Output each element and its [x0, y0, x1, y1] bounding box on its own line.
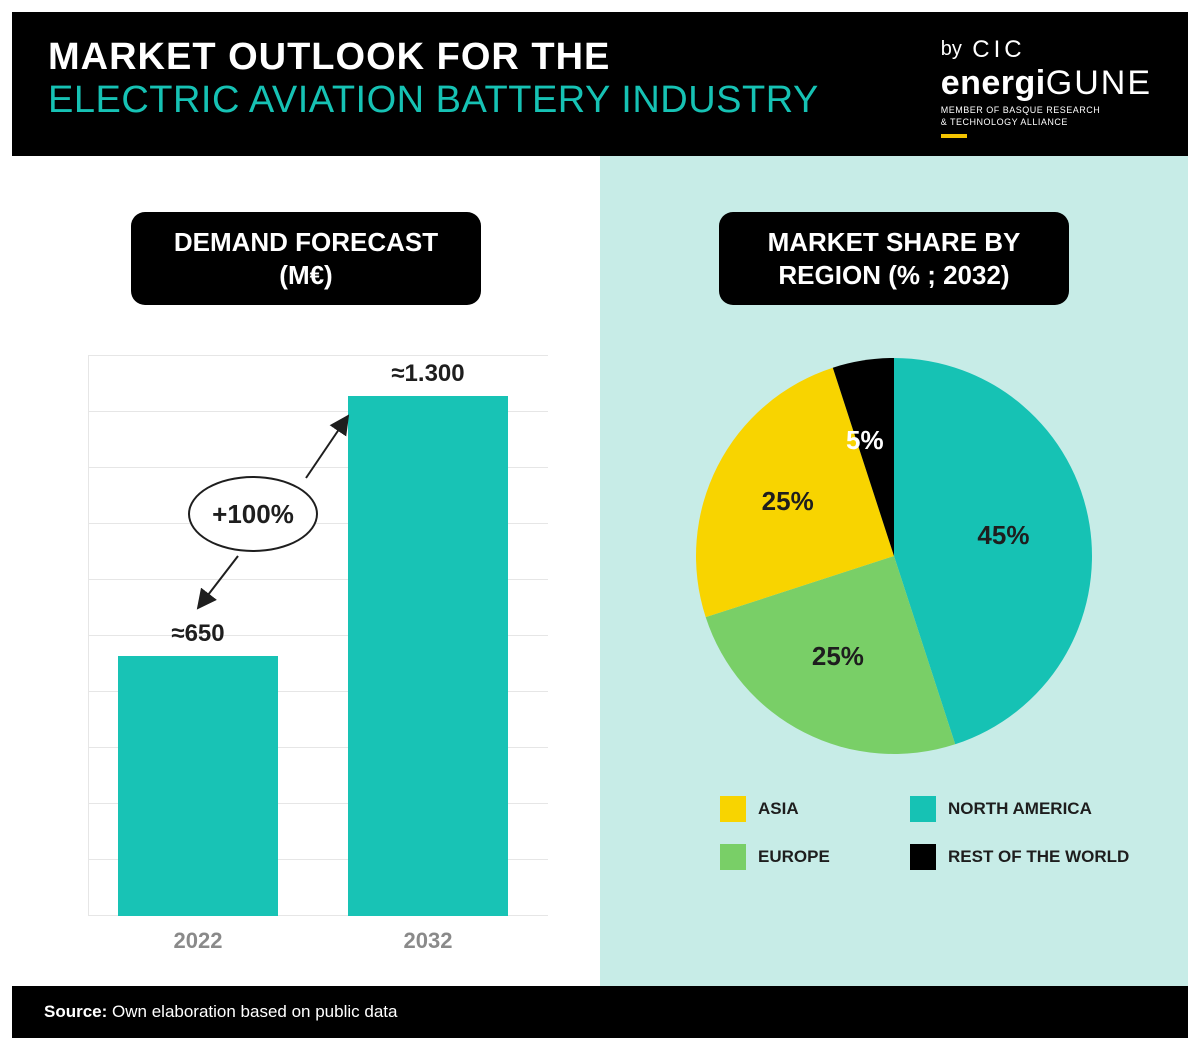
pie-svg: [694, 356, 1094, 756]
pie-label: 5%: [846, 425, 884, 456]
growth-arrows: [88, 356, 548, 916]
pie-label: 25%: [762, 486, 814, 517]
pie-label: 45%: [977, 520, 1029, 551]
brand-name-row: energiGUNE: [941, 64, 1152, 103]
footer: Source: Own elaboration based on public …: [12, 986, 1188, 1038]
bar-chart: ≈6502022≈1.3002032+100%: [88, 356, 548, 916]
legend-swatch: [910, 796, 936, 822]
market-share-panel: MARKET SHARE BY REGION (% ; 2032) 45% 25%…: [600, 156, 1188, 986]
infographic-frame: MARKET OUTLOOK FOR THE ELECTRIC AVIATION…: [12, 12, 1188, 1038]
brand-energi: energi: [941, 64, 1046, 102]
brand-cic: CIC: [972, 36, 1025, 64]
brand-underline: [941, 134, 967, 138]
pie-label: 25%: [812, 641, 864, 672]
brand-by: by: [941, 38, 962, 61]
legend: ASIA NORTH AMERICA EUROPE REST OF THE WORLD: [720, 796, 1140, 870]
x-axis-label: 2022: [118, 928, 278, 954]
source-text: Own elaboration based on public data: [112, 1002, 397, 1021]
legend-item: ASIA: [720, 796, 910, 822]
x-axis-label: 2032: [348, 928, 508, 954]
brand-block: by CIC energiGUNE MEMBER OF BASQUE RESEA…: [941, 36, 1152, 138]
title-line-2: ELECTRIC AVIATION BATTERY INDUSTRY: [48, 79, 819, 122]
legend-item: EUROPE: [720, 844, 910, 870]
main: DEMAND FORECAST (M€) ≈6502022≈1.3002032+…: [12, 156, 1188, 986]
demand-forecast-panel: DEMAND FORECAST (M€) ≈6502022≈1.3002032+…: [12, 156, 600, 986]
demand-forecast-title: DEMAND FORECAST (M€): [131, 212, 481, 305]
pie-chart: 45% 25% 25% 5%: [694, 356, 1094, 756]
legend-swatch: [720, 844, 746, 870]
header: MARKET OUTLOOK FOR THE ELECTRIC AVIATION…: [12, 12, 1188, 156]
legend-swatch: [720, 796, 746, 822]
legend-label: REST OF THE WORLD: [948, 847, 1129, 867]
title-block: MARKET OUTLOOK FOR THE ELECTRIC AVIATION…: [48, 36, 819, 122]
market-share-title: MARKET SHARE BY REGION (% ; 2032): [719, 212, 1069, 305]
legend-label: EUROPE: [758, 847, 830, 867]
legend-item: REST OF THE WORLD: [910, 844, 1140, 870]
brand-top-row: by CIC: [941, 36, 1152, 64]
legend-label: ASIA: [758, 799, 799, 819]
brand-subline: MEMBER OF BASQUE RESEARCH & TECHNOLOGY A…: [941, 105, 1152, 128]
legend-label: NORTH AMERICA: [948, 799, 1092, 819]
legend-item: NORTH AMERICA: [910, 796, 1140, 822]
source-label: Source:: [44, 1002, 107, 1021]
legend-swatch: [910, 844, 936, 870]
title-line-1: MARKET OUTLOOK FOR THE: [48, 36, 819, 79]
brand-gune: GUNE: [1046, 64, 1152, 102]
